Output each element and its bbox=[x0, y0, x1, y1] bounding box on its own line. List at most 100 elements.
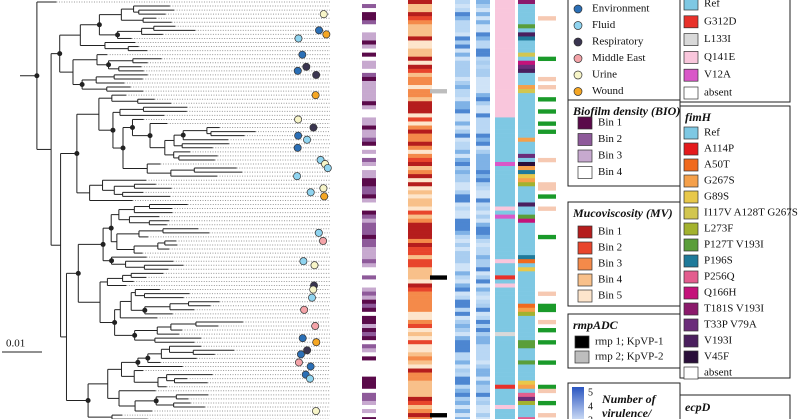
tip-marker bbox=[303, 346, 312, 355]
cell bbox=[476, 283, 490, 288]
cell bbox=[518, 125, 535, 130]
cell bbox=[362, 230, 376, 236]
legend-swatch bbox=[577, 289, 593, 303]
cell bbox=[495, 60, 515, 66]
cell bbox=[455, 149, 470, 155]
cell bbox=[455, 125, 470, 130]
cell bbox=[455, 170, 470, 175]
cell bbox=[408, 129, 432, 134]
cell bbox=[476, 307, 490, 313]
cell bbox=[408, 101, 432, 106]
legend-swatch bbox=[683, 86, 699, 100]
cell bbox=[408, 348, 432, 353]
cell bbox=[455, 16, 470, 21]
cell bbox=[476, 198, 490, 203]
node bbox=[85, 397, 91, 403]
cell bbox=[476, 68, 490, 74]
cell bbox=[495, 153, 515, 159]
cell bbox=[476, 372, 490, 377]
cell bbox=[408, 44, 432, 49]
cell bbox=[362, 178, 376, 183]
legend-title: rmpADC bbox=[573, 318, 619, 332]
cell bbox=[362, 247, 376, 252]
cell bbox=[476, 166, 490, 171]
cell bbox=[476, 76, 490, 82]
cell bbox=[538, 328, 556, 333]
cell bbox=[518, 267, 535, 272]
legend-label: L273F bbox=[704, 223, 733, 235]
legend-swatch bbox=[683, 366, 699, 380]
cell bbox=[455, 129, 470, 134]
cell bbox=[455, 311, 470, 317]
cell bbox=[518, 89, 535, 94]
tip-marker bbox=[306, 362, 315, 371]
legend-swatch bbox=[683, 174, 699, 188]
cell bbox=[476, 242, 490, 248]
cell bbox=[362, 218, 376, 224]
cell bbox=[476, 153, 490, 159]
cell bbox=[362, 291, 376, 296]
cell bbox=[408, 332, 432, 337]
cell bbox=[455, 283, 470, 288]
cell bbox=[362, 80, 376, 86]
legend-label: T181S V193I bbox=[704, 303, 764, 315]
cell bbox=[495, 311, 515, 317]
cell bbox=[455, 352, 470, 357]
cell bbox=[476, 299, 490, 305]
cell bbox=[362, 372, 376, 377]
cell bbox=[476, 20, 490, 25]
cell bbox=[476, 311, 490, 317]
cell bbox=[495, 109, 515, 114]
cell bbox=[408, 388, 432, 394]
cell bbox=[495, 16, 515, 21]
tip-marker bbox=[319, 10, 328, 19]
cell bbox=[362, 40, 376, 45]
cell bbox=[538, 413, 556, 418]
legend-label: Bin 1 bbox=[598, 226, 622, 238]
node bbox=[135, 359, 141, 365]
cell bbox=[455, 36, 470, 41]
cell bbox=[518, 161, 535, 167]
cell bbox=[538, 157, 556, 163]
cell bbox=[476, 279, 490, 284]
cell bbox=[455, 60, 470, 66]
cell bbox=[518, 291, 535, 296]
cell bbox=[476, 409, 490, 414]
cell bbox=[362, 344, 376, 349]
cell bbox=[362, 396, 376, 402]
cell bbox=[518, 145, 535, 151]
cell bbox=[476, 36, 490, 41]
cell bbox=[518, 352, 535, 357]
cell bbox=[518, 311, 535, 317]
cell bbox=[495, 48, 515, 53]
cell bbox=[518, 12, 535, 17]
node bbox=[129, 125, 135, 131]
cell bbox=[518, 332, 535, 337]
cell bbox=[495, 251, 515, 256]
cell bbox=[362, 319, 376, 325]
cell bbox=[518, 226, 535, 232]
cell bbox=[455, 202, 470, 207]
cell bbox=[362, 283, 376, 288]
tip-marker bbox=[294, 358, 303, 367]
cell bbox=[495, 263, 515, 268]
cell bbox=[408, 32, 432, 37]
cell bbox=[476, 8, 490, 13]
cell bbox=[495, 56, 515, 62]
cell bbox=[518, 295, 535, 300]
legend-swatch bbox=[573, 37, 583, 47]
cell bbox=[476, 85, 490, 90]
cell bbox=[408, 194, 432, 199]
cell bbox=[518, 20, 535, 25]
cell bbox=[455, 384, 470, 390]
cell bbox=[362, 170, 376, 175]
cell bbox=[495, 202, 515, 207]
cell bbox=[518, 68, 535, 74]
cell bbox=[362, 400, 376, 406]
legend-label: absent bbox=[704, 367, 732, 379]
cell bbox=[538, 388, 556, 394]
cell bbox=[408, 404, 432, 410]
cell bbox=[518, 137, 535, 143]
cell bbox=[362, 323, 376, 329]
cell bbox=[495, 392, 515, 398]
